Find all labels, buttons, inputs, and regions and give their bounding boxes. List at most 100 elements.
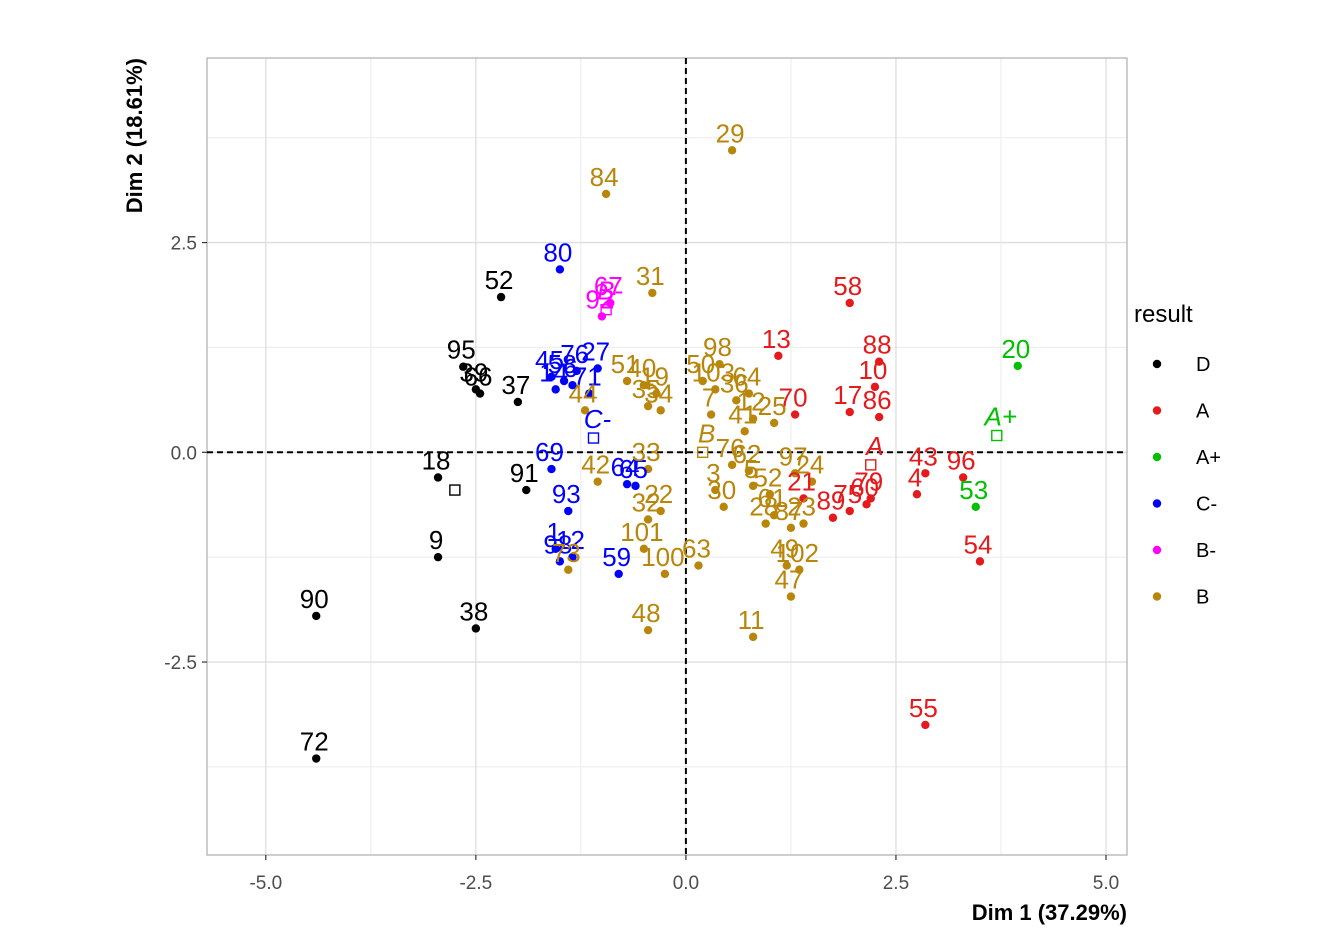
point-label: 34 — [644, 378, 673, 408]
data-point — [622, 376, 632, 386]
point-label: 58 — [833, 271, 862, 301]
point-label: 12 — [556, 525, 585, 555]
centroid-marker — [865, 459, 877, 471]
data-point — [711, 385, 720, 394]
data-point — [555, 265, 565, 274]
data-point — [694, 561, 703, 570]
data-point — [790, 410, 800, 419]
point-label: 19 — [640, 362, 669, 392]
data-point — [614, 569, 623, 579]
point-label: 59 — [602, 542, 631, 572]
y-tick-label: 0.0 — [171, 443, 197, 464]
point-label: 24 — [795, 450, 824, 480]
point-label: 21 — [787, 466, 816, 496]
data-point — [866, 494, 875, 503]
point-label: 72 — [300, 727, 329, 757]
point-label: 38 — [459, 596, 488, 626]
data-point — [845, 506, 854, 516]
data-point — [513, 397, 523, 407]
data-point — [786, 523, 796, 533]
point-label: 41 — [728, 399, 757, 429]
data-point — [807, 477, 817, 486]
data-point — [660, 569, 670, 579]
point-label: 29 — [716, 118, 745, 148]
point-label: 86 — [863, 385, 892, 415]
data-point — [790, 469, 800, 478]
x-axis-title: Dim 1 (37.29%) — [972, 900, 1127, 925]
legend-key — [1152, 406, 1162, 415]
point-label: 32 — [632, 487, 661, 517]
data-point — [828, 513, 838, 522]
point-label: 97 — [779, 441, 808, 471]
point-label: 88 — [863, 330, 892, 360]
data-point — [748, 632, 758, 642]
data-point — [639, 380, 649, 390]
point-label: 53 — [959, 475, 988, 505]
data-point — [312, 754, 321, 763]
data-point — [551, 385, 560, 394]
point-label: 45 — [535, 345, 564, 375]
data-point — [593, 477, 602, 486]
data-point — [564, 565, 573, 574]
point-label: 75 — [833, 479, 862, 509]
data-point — [862, 500, 871, 509]
data-point — [845, 407, 854, 417]
point-label: 103 — [692, 357, 735, 387]
data-point — [433, 552, 443, 562]
point-label: 69 — [535, 437, 564, 467]
point-label: 60 — [850, 472, 879, 502]
point-label: 58 — [548, 349, 577, 379]
point-label: 100 — [641, 542, 684, 572]
point-label: 22 — [644, 479, 673, 509]
centroid-label: B — [698, 418, 715, 448]
x-tick-label: -2.5 — [459, 873, 492, 894]
data-point — [727, 460, 737, 470]
data-point — [874, 412, 884, 422]
point-label: 98 — [543, 529, 572, 559]
point-label: 47 — [774, 565, 803, 595]
point-label: 52 — [753, 462, 782, 492]
data-point — [711, 485, 720, 495]
x-tick-label: 5.0 — [1093, 873, 1119, 894]
point-label: 54 — [964, 529, 993, 559]
point-label: 98 — [703, 332, 732, 362]
point-label: 30 — [707, 475, 736, 505]
data-point — [958, 473, 968, 482]
centroid-marker — [991, 429, 1003, 442]
centroid-label: C- — [584, 404, 612, 434]
point-label: 87 — [774, 496, 803, 526]
centroid-marker — [697, 446, 709, 459]
centroid-label: A — [864, 431, 883, 461]
point-label: 37 — [501, 370, 530, 400]
point-label: 11 — [738, 605, 765, 635]
data-point — [769, 418, 779, 428]
x-tick-label: 2.5 — [883, 873, 909, 894]
point-label: 73 — [552, 538, 581, 568]
data-point — [656, 506, 665, 516]
data-point — [496, 292, 506, 302]
y-tick-label: -2.5 — [164, 653, 197, 674]
data-point — [795, 565, 804, 574]
data-point — [652, 389, 661, 398]
x-tick-label: 0.0 — [673, 873, 699, 894]
data-point — [765, 490, 775, 499]
point-label: 92 — [585, 284, 614, 314]
point-label: 31 — [636, 261, 665, 291]
point-label: 5 — [744, 454, 758, 484]
point-label: 71 — [573, 362, 602, 392]
legend: result D A A+ C- B- B — [1134, 301, 1221, 609]
data-point — [799, 494, 808, 503]
data-point — [732, 396, 741, 405]
point-label: 66 — [464, 362, 493, 392]
data-point — [656, 406, 665, 415]
data-point — [568, 552, 577, 562]
point-label: 33 — [632, 437, 661, 467]
point-label: 13 — [762, 324, 791, 354]
point-label: 50 — [686, 349, 715, 379]
data-point — [740, 427, 749, 436]
data-point — [744, 466, 754, 475]
legend-label: A+ — [1196, 447, 1221, 469]
data-point — [622, 479, 632, 489]
data-point — [631, 481, 640, 491]
